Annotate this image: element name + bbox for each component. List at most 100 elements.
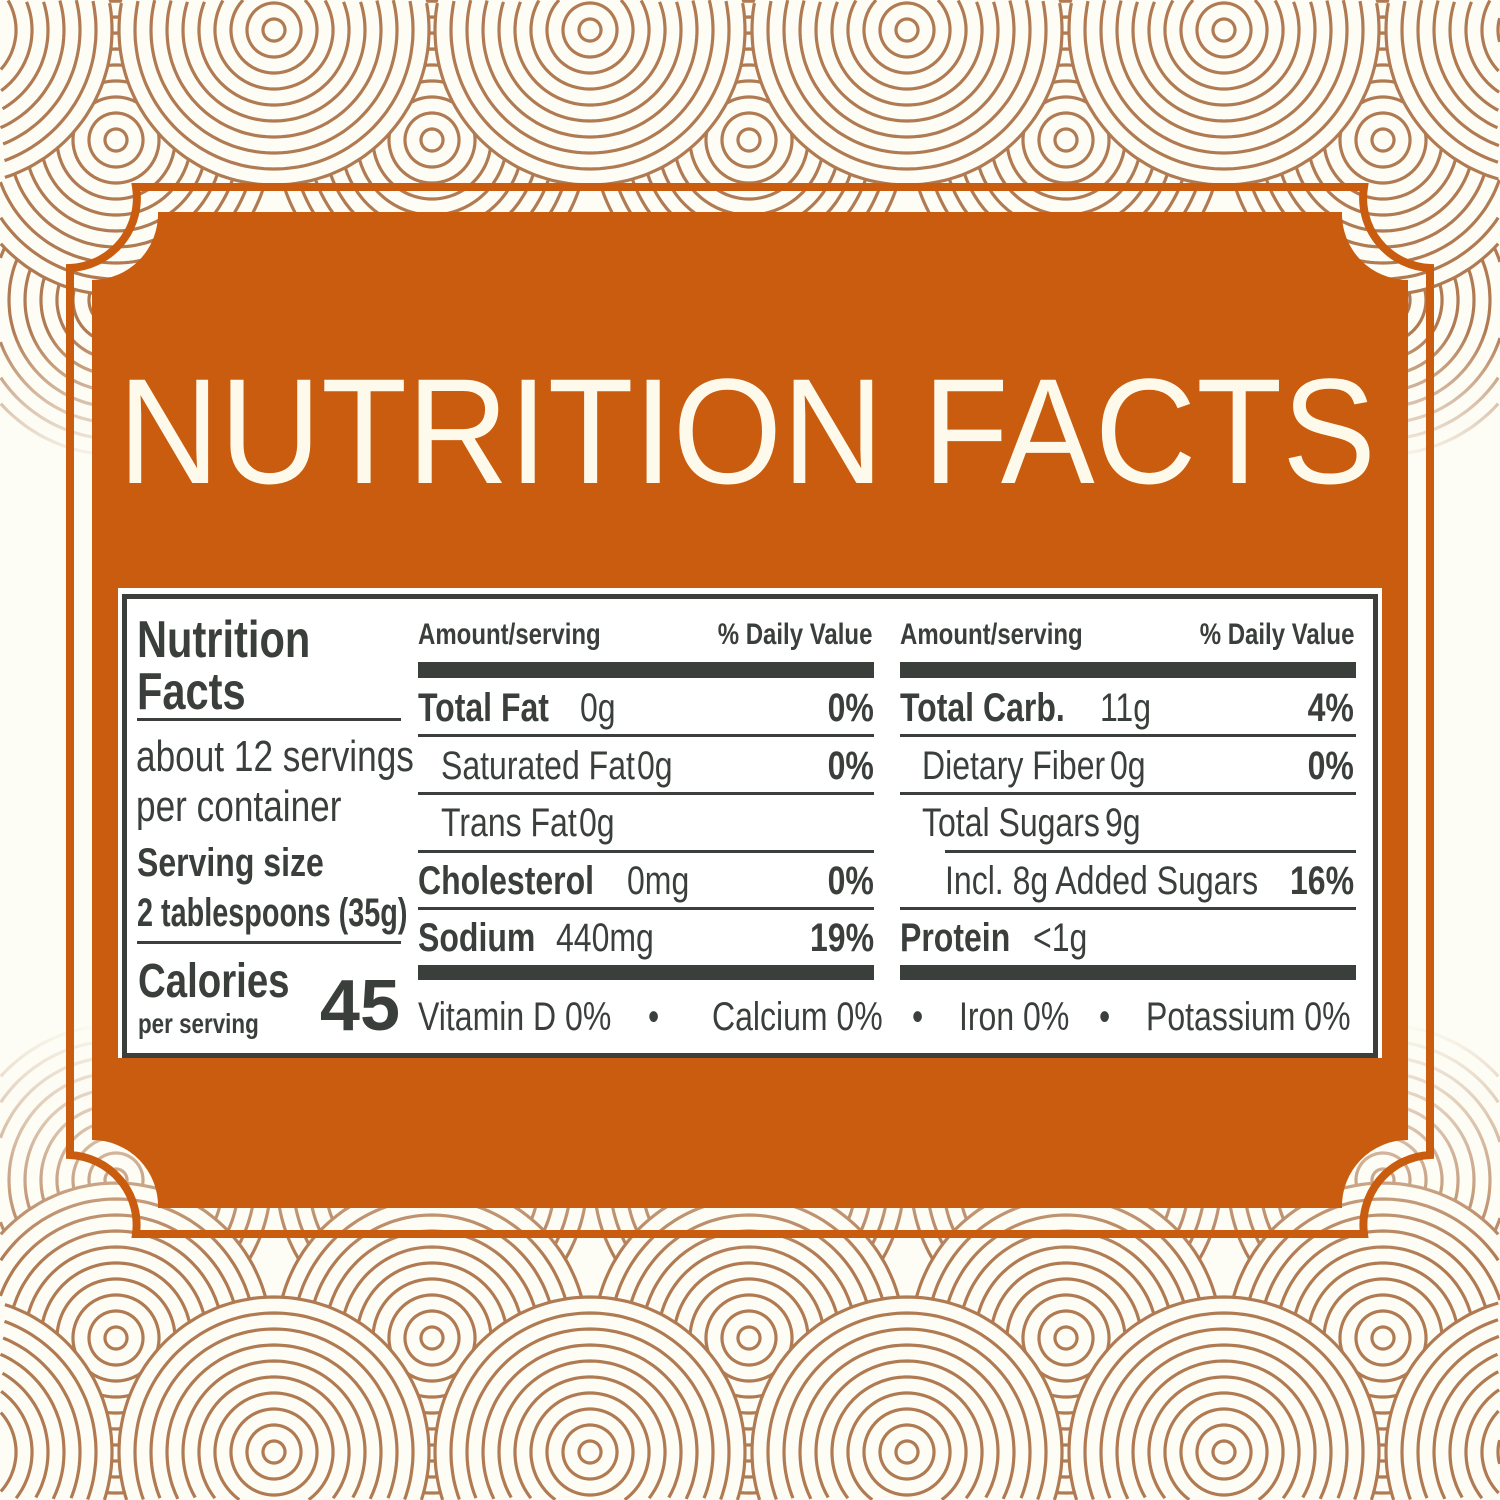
amount-header-2: Amount/serving bbox=[900, 618, 1083, 651]
ring-stroke bbox=[1448, 1370, 1500, 1499]
nutrient-sodium-amount: 440mg bbox=[556, 916, 654, 960]
ring-stroke bbox=[750, 1295, 1064, 1500]
nutrient-dietary-fiber-dv: 0% bbox=[1307, 744, 1354, 788]
servings-per-container: about 12 servings bbox=[136, 732, 414, 781]
ring-stroke bbox=[197, 1, 351, 107]
ring-fill bbox=[1372, 129, 1394, 151]
ring-stroke bbox=[1464, 1388, 1500, 1500]
page-title: NUTRITION FACTS bbox=[118, 347, 1376, 515]
nutrient-total-carb-amount: 11g bbox=[1100, 686, 1152, 730]
ring-stroke bbox=[798, 1343, 1016, 1500]
ring-stroke bbox=[720, 111, 778, 169]
ring-stroke bbox=[1384, 1301, 1499, 1500]
concentric-circle-motif bbox=[433, 0, 747, 187]
ring-stroke bbox=[261, 1439, 287, 1465]
ring-stroke bbox=[1211, 1439, 1237, 1465]
nutrient-sodium: Sodium bbox=[418, 916, 536, 960]
ring-stroke bbox=[846, 0, 968, 91]
ring-stroke bbox=[1400, 1318, 1499, 1500]
ring-stroke bbox=[0, 1352, 66, 1500]
ring-stroke bbox=[1147, 1, 1301, 107]
ring-fill bbox=[738, 1327, 760, 1349]
ring-stroke bbox=[1354, 1309, 1412, 1367]
ring-stroke bbox=[830, 1375, 984, 1500]
ring-stroke bbox=[87, 1309, 145, 1367]
dv-header-2: % Daily Value bbox=[1199, 618, 1354, 651]
ring-stroke bbox=[766, 0, 1048, 171]
ring-fill bbox=[1055, 129, 1077, 151]
ring-stroke bbox=[1179, 1407, 1269, 1497]
ring-stroke bbox=[736, 127, 762, 153]
nutrient-saturated-fat-dv: 0% bbox=[827, 744, 874, 788]
concentric-circle-motif bbox=[1384, 0, 1500, 185]
ring-stroke bbox=[419, 127, 445, 153]
label-heading-line1: Nutrition bbox=[137, 611, 311, 669]
ring-stroke bbox=[1370, 127, 1396, 153]
ring-stroke bbox=[403, 111, 461, 169]
ring-stroke bbox=[1416, 0, 1500, 148]
ring-stroke bbox=[229, 0, 319, 75]
ring-stroke bbox=[1131, 1359, 1317, 1499]
ring-stroke bbox=[1416, 1334, 1500, 1499]
ring-stroke bbox=[181, 1359, 367, 1499]
ring-stroke bbox=[481, 0, 699, 139]
dv-header: % Daily Value bbox=[717, 618, 872, 651]
ring-stroke bbox=[862, 0, 952, 75]
ring-stroke bbox=[0, 1, 34, 92]
serving-size-value: 2 tablespoons (35g) bbox=[137, 891, 408, 935]
nutrient-total-fat: Total Fat bbox=[418, 686, 549, 730]
ring-stroke bbox=[814, 1, 1000, 123]
ring-stroke bbox=[117, 1295, 431, 1500]
row-divider bbox=[418, 850, 874, 853]
ring-stroke bbox=[798, 0, 1016, 139]
ring-stroke bbox=[704, 1293, 794, 1383]
nutrient-protein-amount: <1g bbox=[1033, 916, 1088, 960]
ring-stroke bbox=[814, 1359, 1000, 1499]
ring-stroke bbox=[1037, 111, 1095, 169]
ring-fill bbox=[1213, 19, 1235, 41]
ring-fill bbox=[105, 1327, 127, 1349]
frame-outline bbox=[66, 183, 1434, 1238]
concentric-circle-motif bbox=[0, 1297, 114, 1500]
ring-stroke bbox=[1163, 0, 1285, 91]
ring-stroke bbox=[1099, 0, 1349, 155]
label-heading-line2: Facts bbox=[137, 663, 246, 721]
ring-stroke bbox=[1400, 0, 1499, 164]
ring-stroke bbox=[1, 1371, 50, 1499]
ring-stroke bbox=[1195, 1423, 1253, 1481]
ring-stroke bbox=[4, 2, 114, 179]
ring-fill bbox=[579, 1441, 601, 1463]
nutrient-cholesterol: Cholesterol bbox=[418, 859, 595, 903]
ring-fill bbox=[896, 19, 918, 41]
ring-stroke bbox=[449, 1311, 731, 1500]
nutrient-total-sugars: Total Sugars bbox=[922, 801, 1100, 845]
ring-stroke bbox=[1370, 1325, 1396, 1351]
ring-stroke bbox=[133, 0, 415, 171]
ring-stroke bbox=[3, 0, 98, 163]
ring-stroke bbox=[862, 1407, 952, 1497]
ring-fill bbox=[1055, 1327, 1077, 1349]
nutrient-dietary-fiber: Dietary Fiber bbox=[922, 744, 1106, 788]
ring-stroke bbox=[71, 1293, 161, 1383]
ring-stroke bbox=[529, 1391, 651, 1500]
micronutrient-calcium: Calcium 0% bbox=[712, 995, 883, 1039]
nutrient-cholesterol-dv: 0% bbox=[827, 859, 874, 903]
nutrient-trans-fat-amount: 0g bbox=[579, 801, 615, 845]
ring-stroke bbox=[0, 1390, 34, 1500]
amount-header: Amount/serving bbox=[418, 618, 601, 651]
ring-stroke bbox=[197, 1375, 351, 1500]
calories-label: Calories bbox=[138, 955, 290, 1008]
divider bbox=[137, 718, 401, 721]
micronutrient-potassium: Potassium 0% bbox=[1146, 995, 1351, 1039]
ring-stroke bbox=[1053, 1325, 1079, 1351]
separator-dot: • bbox=[648, 995, 660, 1039]
ring-stroke bbox=[181, 1, 367, 123]
ring-stroke bbox=[213, 0, 335, 91]
concentric-circle-motif bbox=[117, 0, 431, 187]
ring-stroke bbox=[561, 1, 619, 59]
ring-stroke bbox=[0, 0, 66, 130]
ring-stroke bbox=[577, 1439, 603, 1465]
ring-stroke bbox=[387, 1293, 477, 1383]
divider bbox=[137, 941, 401, 944]
